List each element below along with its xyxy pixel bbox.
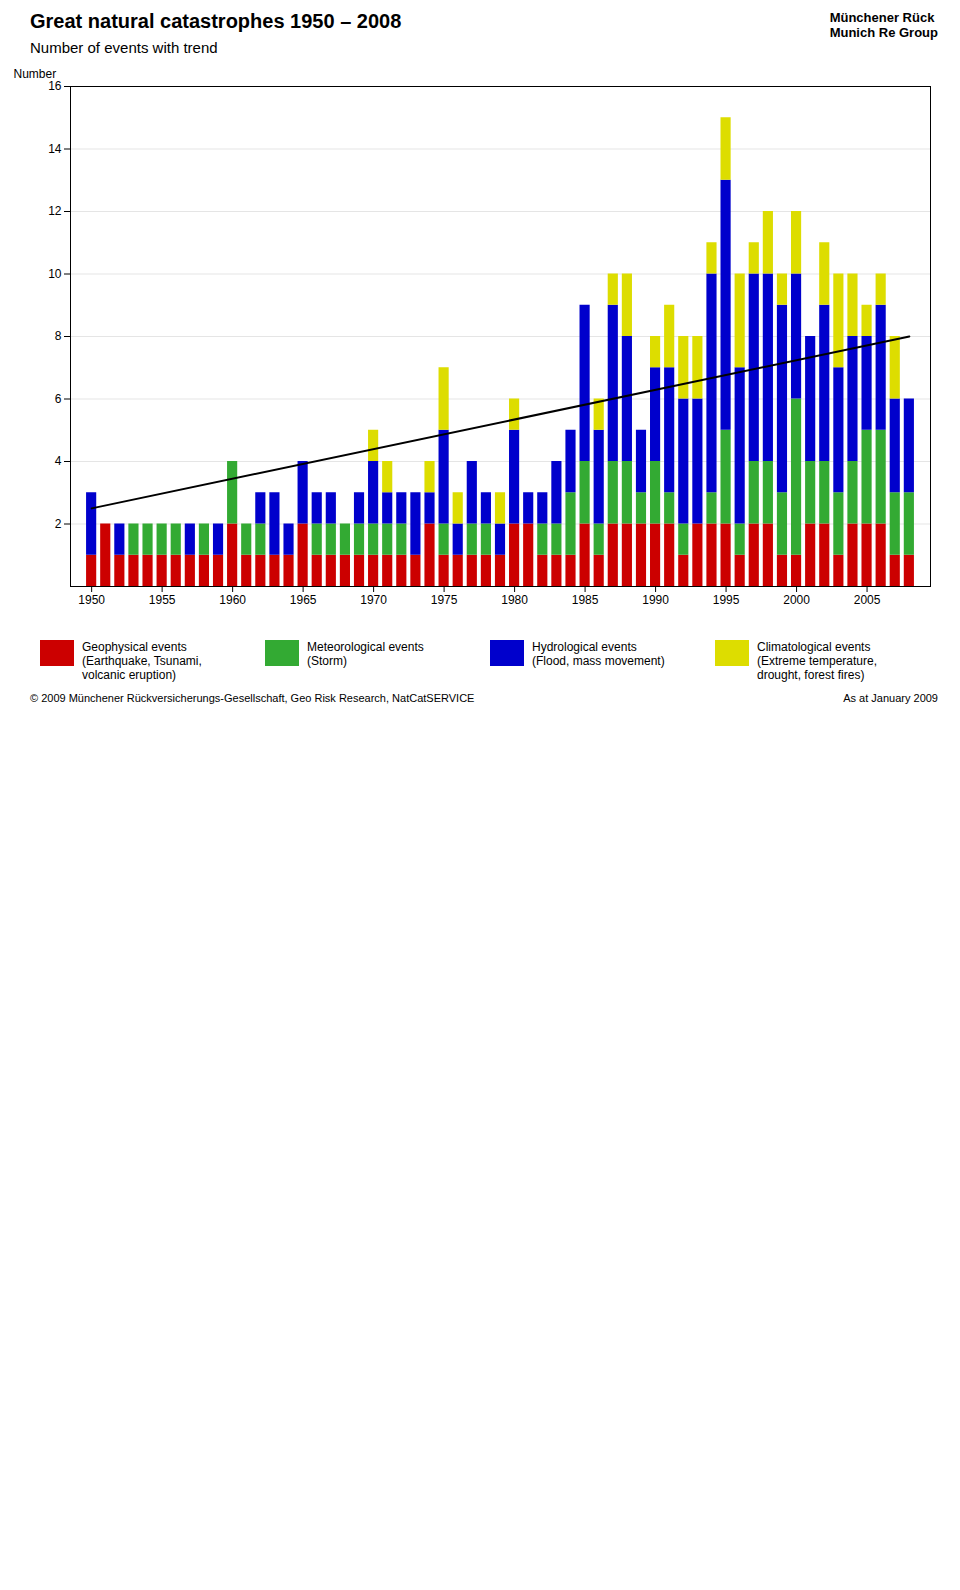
svg-text:2005: 2005 bbox=[854, 593, 881, 607]
html-text:Munich Re Group: Munich Re Group bbox=[829, 25, 938, 40]
html-text:As at January 2009: As at January 2009 bbox=[843, 692, 938, 704]
html-text:© 2009 Münchener Rückversicher: © 2009 Münchener Rückversicherungs-Gesel… bbox=[30, 692, 475, 704]
svg-text:1995: 1995 bbox=[713, 593, 740, 607]
svg-text:14: 14 bbox=[48, 142, 62, 156]
html-text:Climatological events (Extreme: Climatological events (Extreme temperatu… bbox=[757, 640, 877, 682]
svg-text:16: 16 bbox=[48, 79, 62, 93]
svg-text:2000: 2000 bbox=[783, 593, 810, 607]
svg-text:1950: 1950 bbox=[78, 593, 105, 607]
svg-text:1975: 1975 bbox=[431, 593, 458, 607]
svg-text:10: 10 bbox=[48, 267, 62, 281]
html-text:Hydrological events (Flood, ma: Hydrological events (Flood, mass movemen… bbox=[532, 640, 665, 668]
html-text:Meteorological events (Storm): Meteorological events (Storm) bbox=[307, 640, 424, 668]
html-text:Great natural catastrophes 195: Great natural catastrophes 1950 – 2008 bbox=[30, 10, 402, 32]
svg-text:Number: Number bbox=[14, 67, 57, 81]
svg-text:1990: 1990 bbox=[642, 593, 669, 607]
svg-text:6: 6 bbox=[55, 392, 62, 406]
html-text:Number of events with trend: Number of events with trend bbox=[30, 39, 218, 56]
svg-text:1955: 1955 bbox=[149, 593, 176, 607]
svg-text:1965: 1965 bbox=[290, 593, 317, 607]
html-text:Geophysical events (Earthquake: Geophysical events (Earthquake, Tsunami,… bbox=[82, 640, 202, 682]
svg-text:1985: 1985 bbox=[572, 593, 599, 607]
svg-text:1980: 1980 bbox=[501, 593, 528, 607]
svg-text:1960: 1960 bbox=[219, 593, 246, 607]
svg-text:12: 12 bbox=[48, 204, 62, 218]
svg-text:8: 8 bbox=[55, 329, 62, 343]
html-text:Münchener Rück: Münchener Rück bbox=[829, 10, 935, 25]
svg-text:1970: 1970 bbox=[360, 593, 387, 607]
svg-text:4: 4 bbox=[55, 454, 62, 468]
svg-text:2: 2 bbox=[55, 517, 62, 531]
